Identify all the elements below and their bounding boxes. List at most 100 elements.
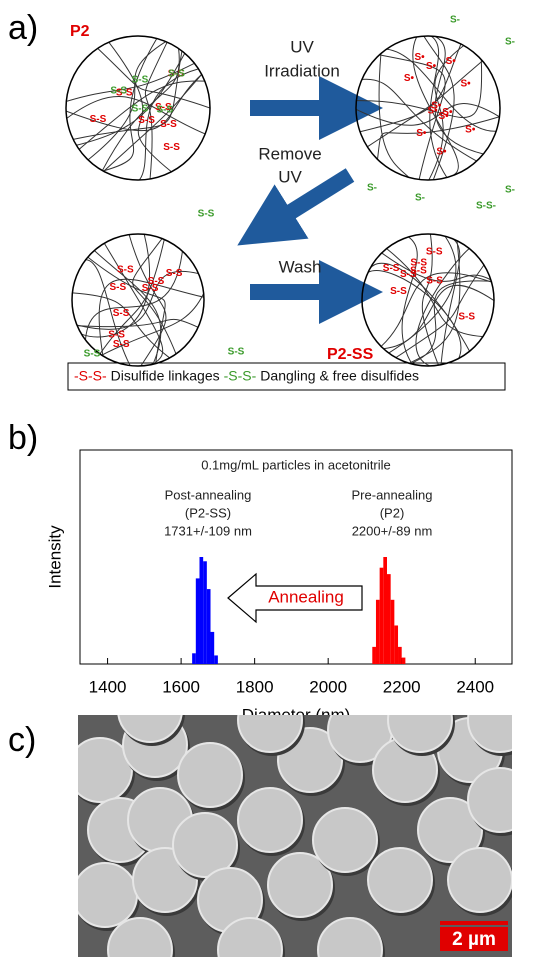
sphere [217,917,283,957]
sphere [387,715,453,753]
polymer-chain [401,236,418,365]
polymer-chain [97,47,210,109]
scale-bar [440,921,508,925]
network [356,36,500,180]
polymer-chain [128,234,167,366]
disulfide-label: S• [426,61,437,72]
legend-text: Disulfide linkages [111,368,220,384]
polymer-chain [378,53,410,178]
polymer-chain [81,234,151,338]
disulfide-label: S-S [148,276,165,287]
disulfide-label: S-S [117,265,134,276]
hist-bar [401,657,406,664]
sphere [367,847,433,913]
annotation: 1731+/-109 nm [164,523,252,538]
particle [355,35,501,181]
hist-bar [214,655,218,664]
polymer-chain [386,248,483,338]
hist-bar [210,631,215,664]
polymer-chain [356,59,483,119]
sphere [117,715,183,743]
polymer-chain [359,43,462,133]
x-tick-label: 1600 [162,677,200,696]
disulfide-label: S-S [132,104,149,115]
particle [65,35,211,181]
scale-bar-bg [440,927,508,951]
polymer-chain [98,278,204,356]
start-label: P2 [70,23,90,40]
panel-label: c) [8,721,36,759]
hist-bar [386,574,391,664]
polymer-chain [99,239,165,355]
free-disulfide-label: S-S [198,209,215,220]
sphere [237,715,303,753]
polymer-chain [144,41,168,180]
polymer-chain [356,103,500,126]
polymer-chain [395,264,485,359]
hist-bar [199,557,204,664]
disulfide-label: S-S [163,142,180,153]
annealing-arrow [227,572,363,624]
disulfide-label: S• [436,147,447,158]
polymer-chain [429,36,448,178]
polymer-chain [415,248,470,366]
polymer-chain [103,74,203,172]
legend-text: Dangling & free disulfides [260,368,419,384]
legend-symbol: -S-S- [224,368,257,384]
particle [361,233,495,367]
hist-bar [192,653,196,664]
polymer-chain [369,262,471,352]
sphere [267,852,333,918]
annotation: (P2-SS) [185,505,231,520]
disulfide-label: S-S [113,308,130,319]
hist-bar [206,589,211,664]
disulfide-label: S-S [458,311,475,322]
polymer-chain [408,240,461,364]
disulfide-label: S-S [110,85,127,96]
polymer-chain [434,36,484,155]
disulfide-label: S-S [142,283,159,294]
legend-box [67,362,506,391]
disulfide-label: S-S [138,115,155,126]
disulfide-label: S• [446,56,457,67]
disulfide-label: S• [414,52,425,63]
step-label: UV [278,167,302,186]
disulfide-label: S-S [390,286,407,297]
polymer-chain [72,292,170,359]
network [72,234,204,366]
disulfide-label: S-S [108,329,125,340]
polymer-chain [103,242,164,365]
hist-bar [195,578,200,664]
sphere [172,812,238,878]
plot-frame [79,449,513,665]
sphere [317,917,383,957]
sphere [177,742,243,808]
disulfide-label: S-S [168,69,185,80]
arrow [237,168,355,246]
polymer-chain [428,45,465,180]
network [66,38,210,180]
x-tick-label: 2200 [383,677,421,696]
polymer-chain [380,272,492,347]
disulfide-label: S• [465,124,476,135]
particle [71,233,205,367]
disulfide-label: S• [460,79,471,90]
annealing-label: Annealing [268,587,344,606]
x-tick-label: 2400 [456,677,494,696]
annotation: 0.1mg/mL particles in acetonitrile [201,457,391,472]
polymer-chain [440,238,461,365]
polymer-chain [101,48,180,171]
end-label: P2-SS [327,346,374,363]
disulfide-label: S• [431,100,442,111]
disulfide-label: S• [404,73,415,84]
free-disulfide-label: S- [415,193,425,204]
annotation: Post-annealing [165,487,252,502]
step-label: Irradiation [264,61,340,80]
sphere [237,787,303,853]
free-disulfide-label: S- [505,185,515,196]
hist-bar [394,625,399,664]
scale-bar-label: 2 µm [452,929,496,950]
hist-bar [398,646,402,664]
annotation: 2200+/-89 nm [352,523,433,538]
